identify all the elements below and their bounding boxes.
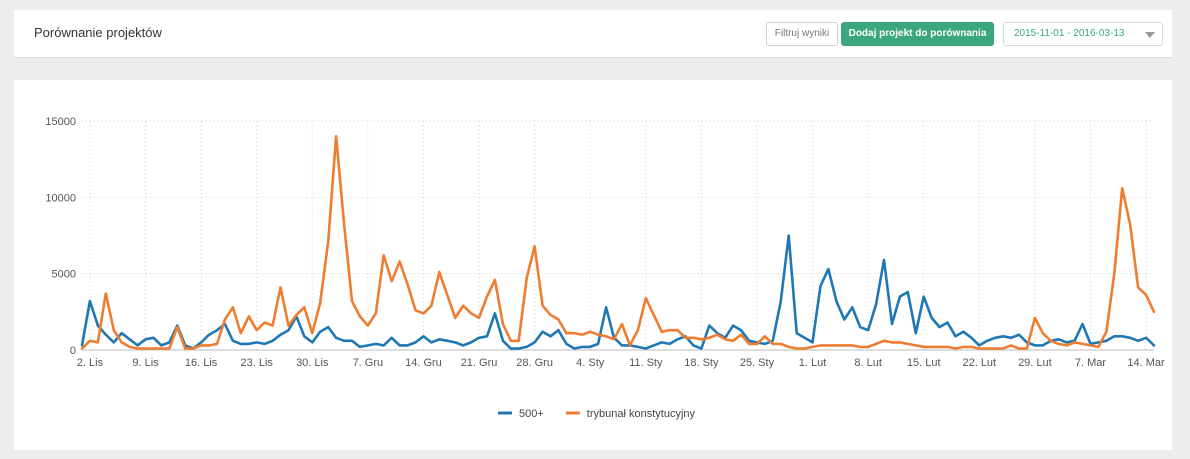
- x-tick-label: 4. Sty: [576, 357, 605, 369]
- series-line-0: [80, 234, 1156, 350]
- x-tick-label: 28. Gru: [516, 357, 553, 369]
- legend-label-0: 500+: [519, 408, 544, 420]
- x-tick-label: 30. Lis: [296, 357, 329, 369]
- x-tick-label: 9. Lis: [132, 357, 159, 369]
- x-tick-label: 1. Lut: [799, 357, 827, 369]
- date-range-value: 2015-11-01 - 2016-03-13: [1014, 28, 1125, 39]
- x-tick-label: 18. Sty: [684, 357, 719, 369]
- x-tick-label: 29. Lut: [1018, 357, 1052, 369]
- x-tick-label: 7. Mar: [1075, 357, 1107, 369]
- y-tick-label: 10000: [45, 192, 76, 204]
- x-tick-label: 2. Lis: [77, 357, 104, 369]
- y-tick-label: 0: [70, 345, 76, 357]
- page-header: Porównanie projektów Filtruj wyniki Doda…: [14, 10, 1172, 58]
- page-title: Porównanie projektów: [34, 25, 162, 40]
- x-tick-label: 8. Lut: [854, 357, 882, 369]
- x-tick-label: 14. Mar: [1127, 357, 1165, 369]
- date-range-select[interactable]: 2015-11-01 - 2016-03-13: [1003, 22, 1163, 46]
- comparison-line-chart: 0 5000 10000 15000 2. Lis 9. Lis 16. Lis 23. Li…: [45, 116, 1165, 420]
- x-tick-label: 21. Gru: [461, 357, 498, 369]
- add-project-button[interactable]: Dodaj projekt do porównania: [841, 22, 994, 46]
- x-tick-label: 23. Lis: [240, 357, 273, 369]
- x-tick-label: 11. Sty: [629, 357, 663, 369]
- chevron-down-icon[interactable]: [1145, 32, 1155, 38]
- x-tick-label: 16. Lis: [185, 357, 218, 369]
- series-line-1: [80, 134, 1156, 350]
- x-tick-label: 7. Gru: [353, 357, 384, 369]
- legend-label-1: trybunał konstytucyjny: [587, 408, 696, 420]
- chart-panel: 0 5000 10000 15000 2. Lis 9. Lis 16. Lis 23. Li…: [14, 80, 1172, 450]
- y-tick-label: 15000: [45, 116, 76, 128]
- filter-results-button[interactable]: Filtruj wyniki: [766, 22, 838, 46]
- x-tick-label: 22. Lut: [962, 357, 996, 369]
- x-tick-label: 15. Lut: [907, 357, 941, 369]
- x-tick-label: 14. Gru: [405, 357, 442, 369]
- y-tick-label: 5000: [52, 269, 76, 281]
- x-tick-label: 25. Sty: [740, 357, 775, 369]
